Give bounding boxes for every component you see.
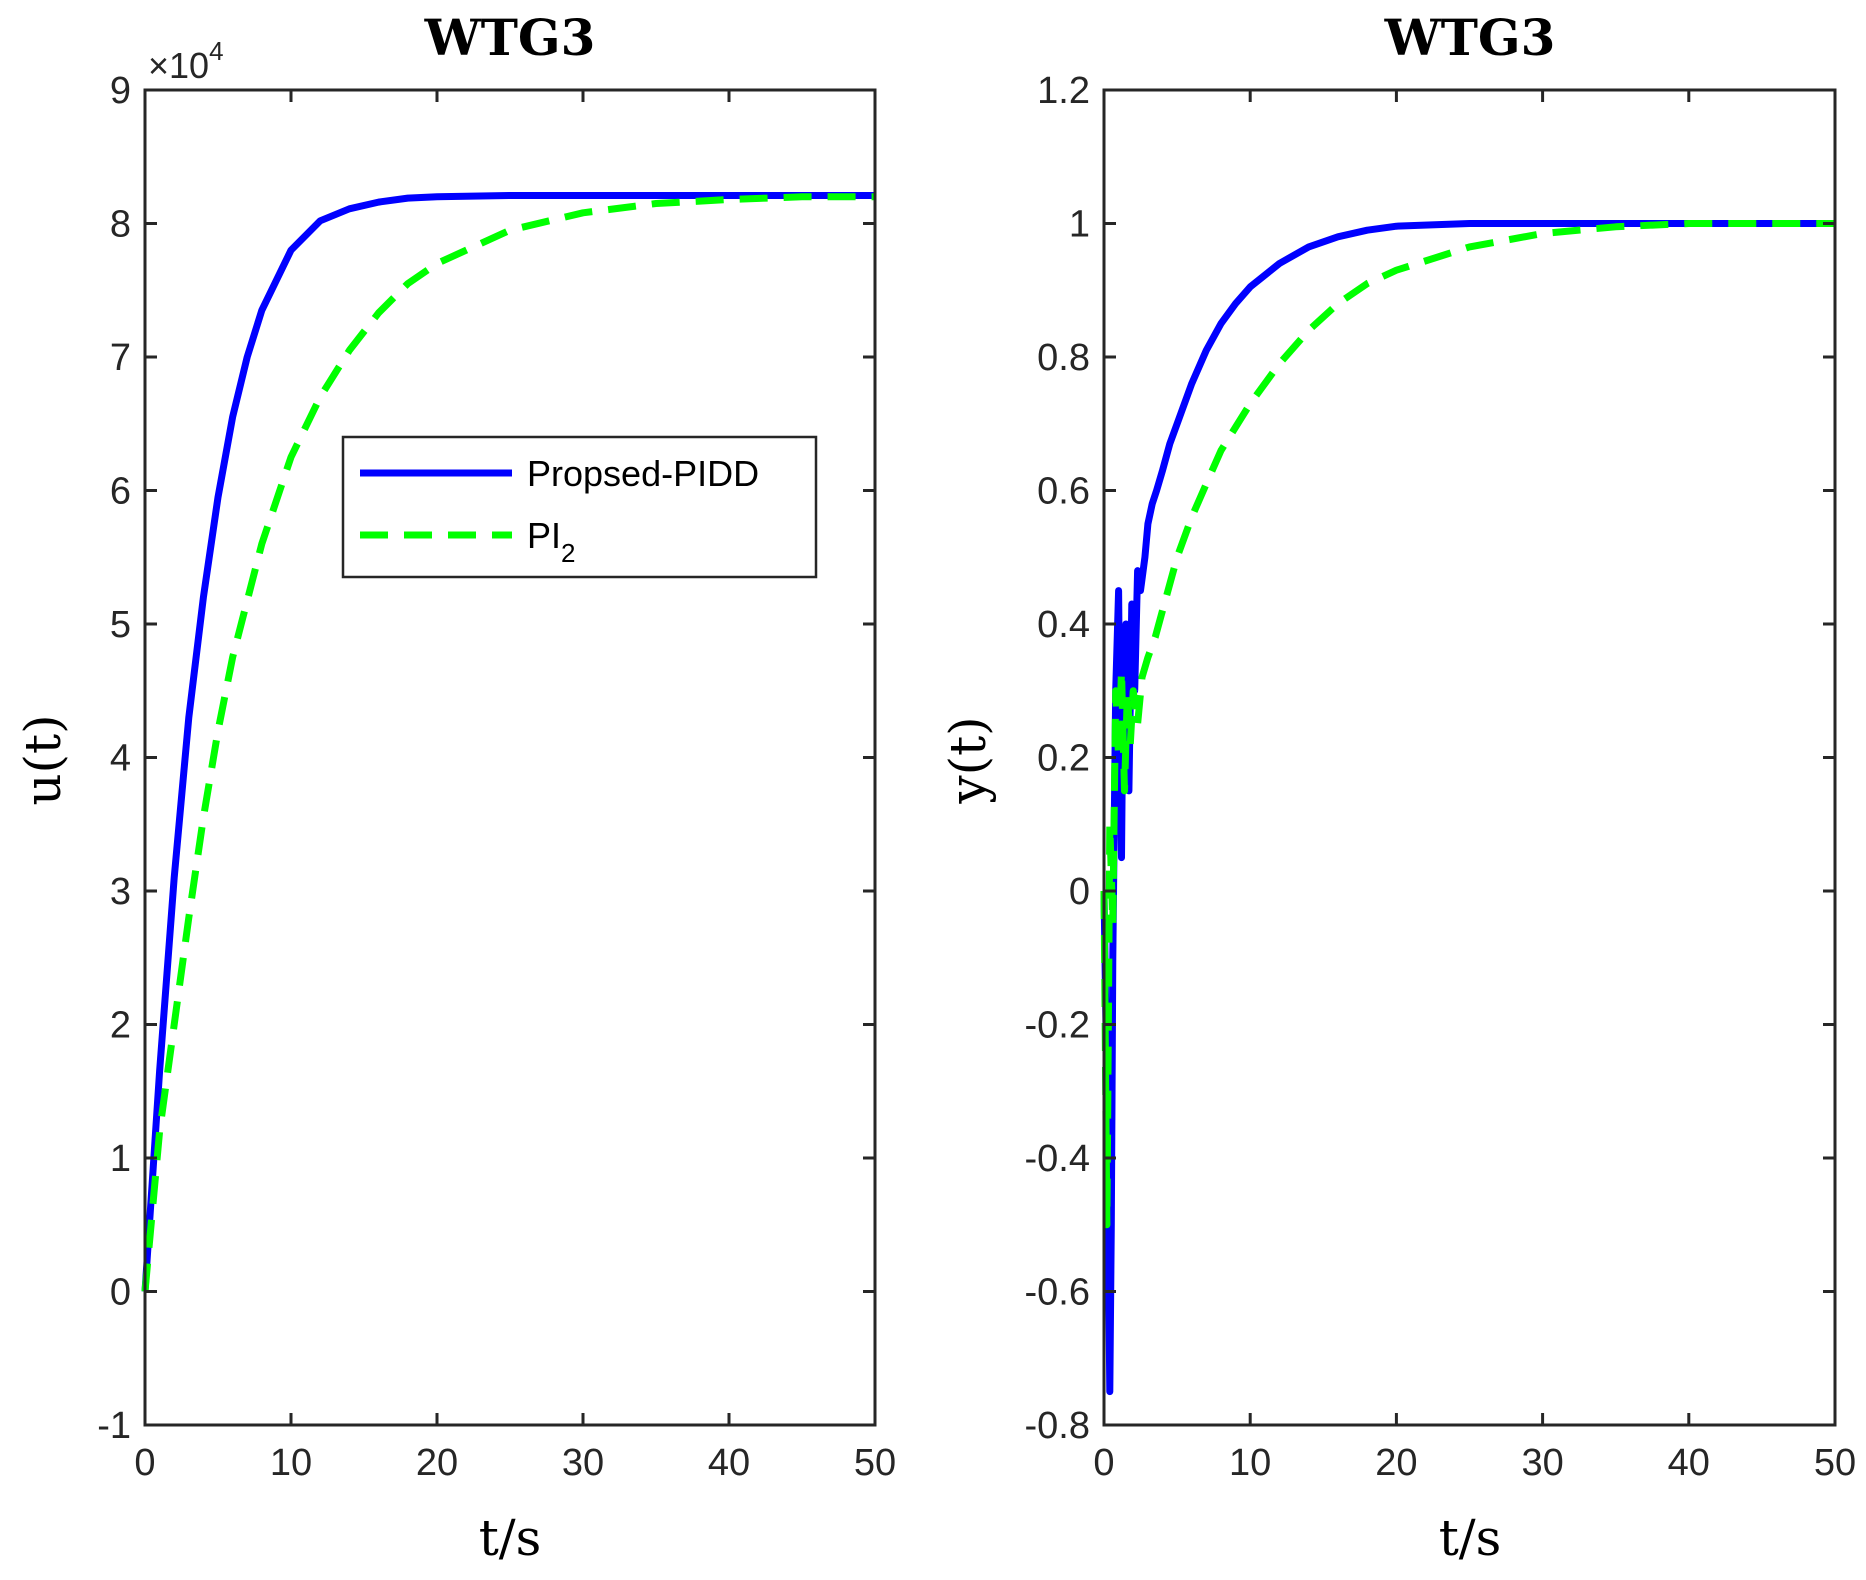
y-tick-label: 0 [110, 1272, 131, 1314]
exponent-base: ×10 [148, 45, 209, 86]
y-tick-label: 4 [110, 738, 131, 780]
y-tick-label: 9 [110, 70, 131, 112]
x-tick-label: 50 [1814, 1442, 1856, 1484]
legend-label-pidd: Propsed-PIDD [527, 453, 759, 494]
y-tick-label: -0.2 [1025, 1005, 1090, 1047]
x-tick-label: 40 [708, 1442, 750, 1484]
x-tick-label: 30 [1521, 1442, 1563, 1484]
x-tick-label: 20 [416, 1442, 458, 1484]
left-chart-xlabel: t/s [479, 1509, 542, 1567]
y-tick-label: 2 [110, 1005, 131, 1047]
y-tick-label: 0.2 [1037, 738, 1090, 780]
svg-text:×104: ×104 [148, 36, 224, 86]
x-tick-label: 0 [1093, 1442, 1114, 1484]
y-tick-label: 1 [1069, 204, 1090, 246]
x-tick-label: 40 [1668, 1442, 1710, 1484]
y-tick-label: 8 [110, 204, 131, 246]
exponent-power: 4 [209, 36, 223, 66]
y-tick-label: 0.6 [1037, 471, 1090, 513]
legend-label-pi2: PI2 [527, 515, 575, 568]
series-line-pidd [141, 192, 875, 1292]
y-tick-label: 0.8 [1037, 337, 1090, 379]
series-line-pi2 [1100, 220, 1835, 1229]
x-tick-label: 20 [1375, 1442, 1417, 1484]
left-chart-exponent: ×104 [148, 36, 224, 86]
y-tick-label: 3 [110, 871, 131, 913]
left-chart-ylabel: u(t) [14, 714, 72, 805]
series-line-pidd [1100, 220, 1835, 1396]
y-tick-label: 6 [110, 471, 131, 513]
y-tick-label: -1 [97, 1405, 131, 1447]
y-tick-label: 5 [110, 604, 131, 646]
x-tick-label: 10 [270, 1442, 312, 1484]
x-tick-label: 50 [854, 1442, 896, 1484]
legend: Propsed-PIDD PI2 [341, 435, 818, 579]
right-chart: 0 10 20 30 40 50 -0.8 -0.6 -0.4 -0.2 0 0.2 0.4 0.6 0.8… [939, 8, 1856, 1567]
y-tick-label: 0 [1069, 871, 1090, 913]
x-tick-label: 30 [562, 1442, 604, 1484]
y-tick-label: 1.2 [1037, 70, 1090, 112]
y-tick-label: 0.4 [1037, 604, 1090, 646]
y-tick-label: -0.4 [1025, 1138, 1090, 1180]
series-line-pi2 [141, 193, 875, 1292]
y-tick-label: 1 [110, 1138, 131, 1180]
left-chart-title: WTG3 [424, 8, 596, 67]
right-chart-xlabel: t/s [1439, 1509, 1502, 1567]
y-tick-label: 7 [110, 337, 131, 379]
x-tick-label: 10 [1229, 1442, 1271, 1484]
right-chart-title: WTG3 [1384, 8, 1556, 67]
x-tick-label: 0 [134, 1442, 155, 1484]
right-chart-ylabel: y(t) [939, 716, 997, 804]
y-tick-label: -0.6 [1025, 1272, 1090, 1314]
y-tick-label: -0.8 [1025, 1405, 1090, 1447]
